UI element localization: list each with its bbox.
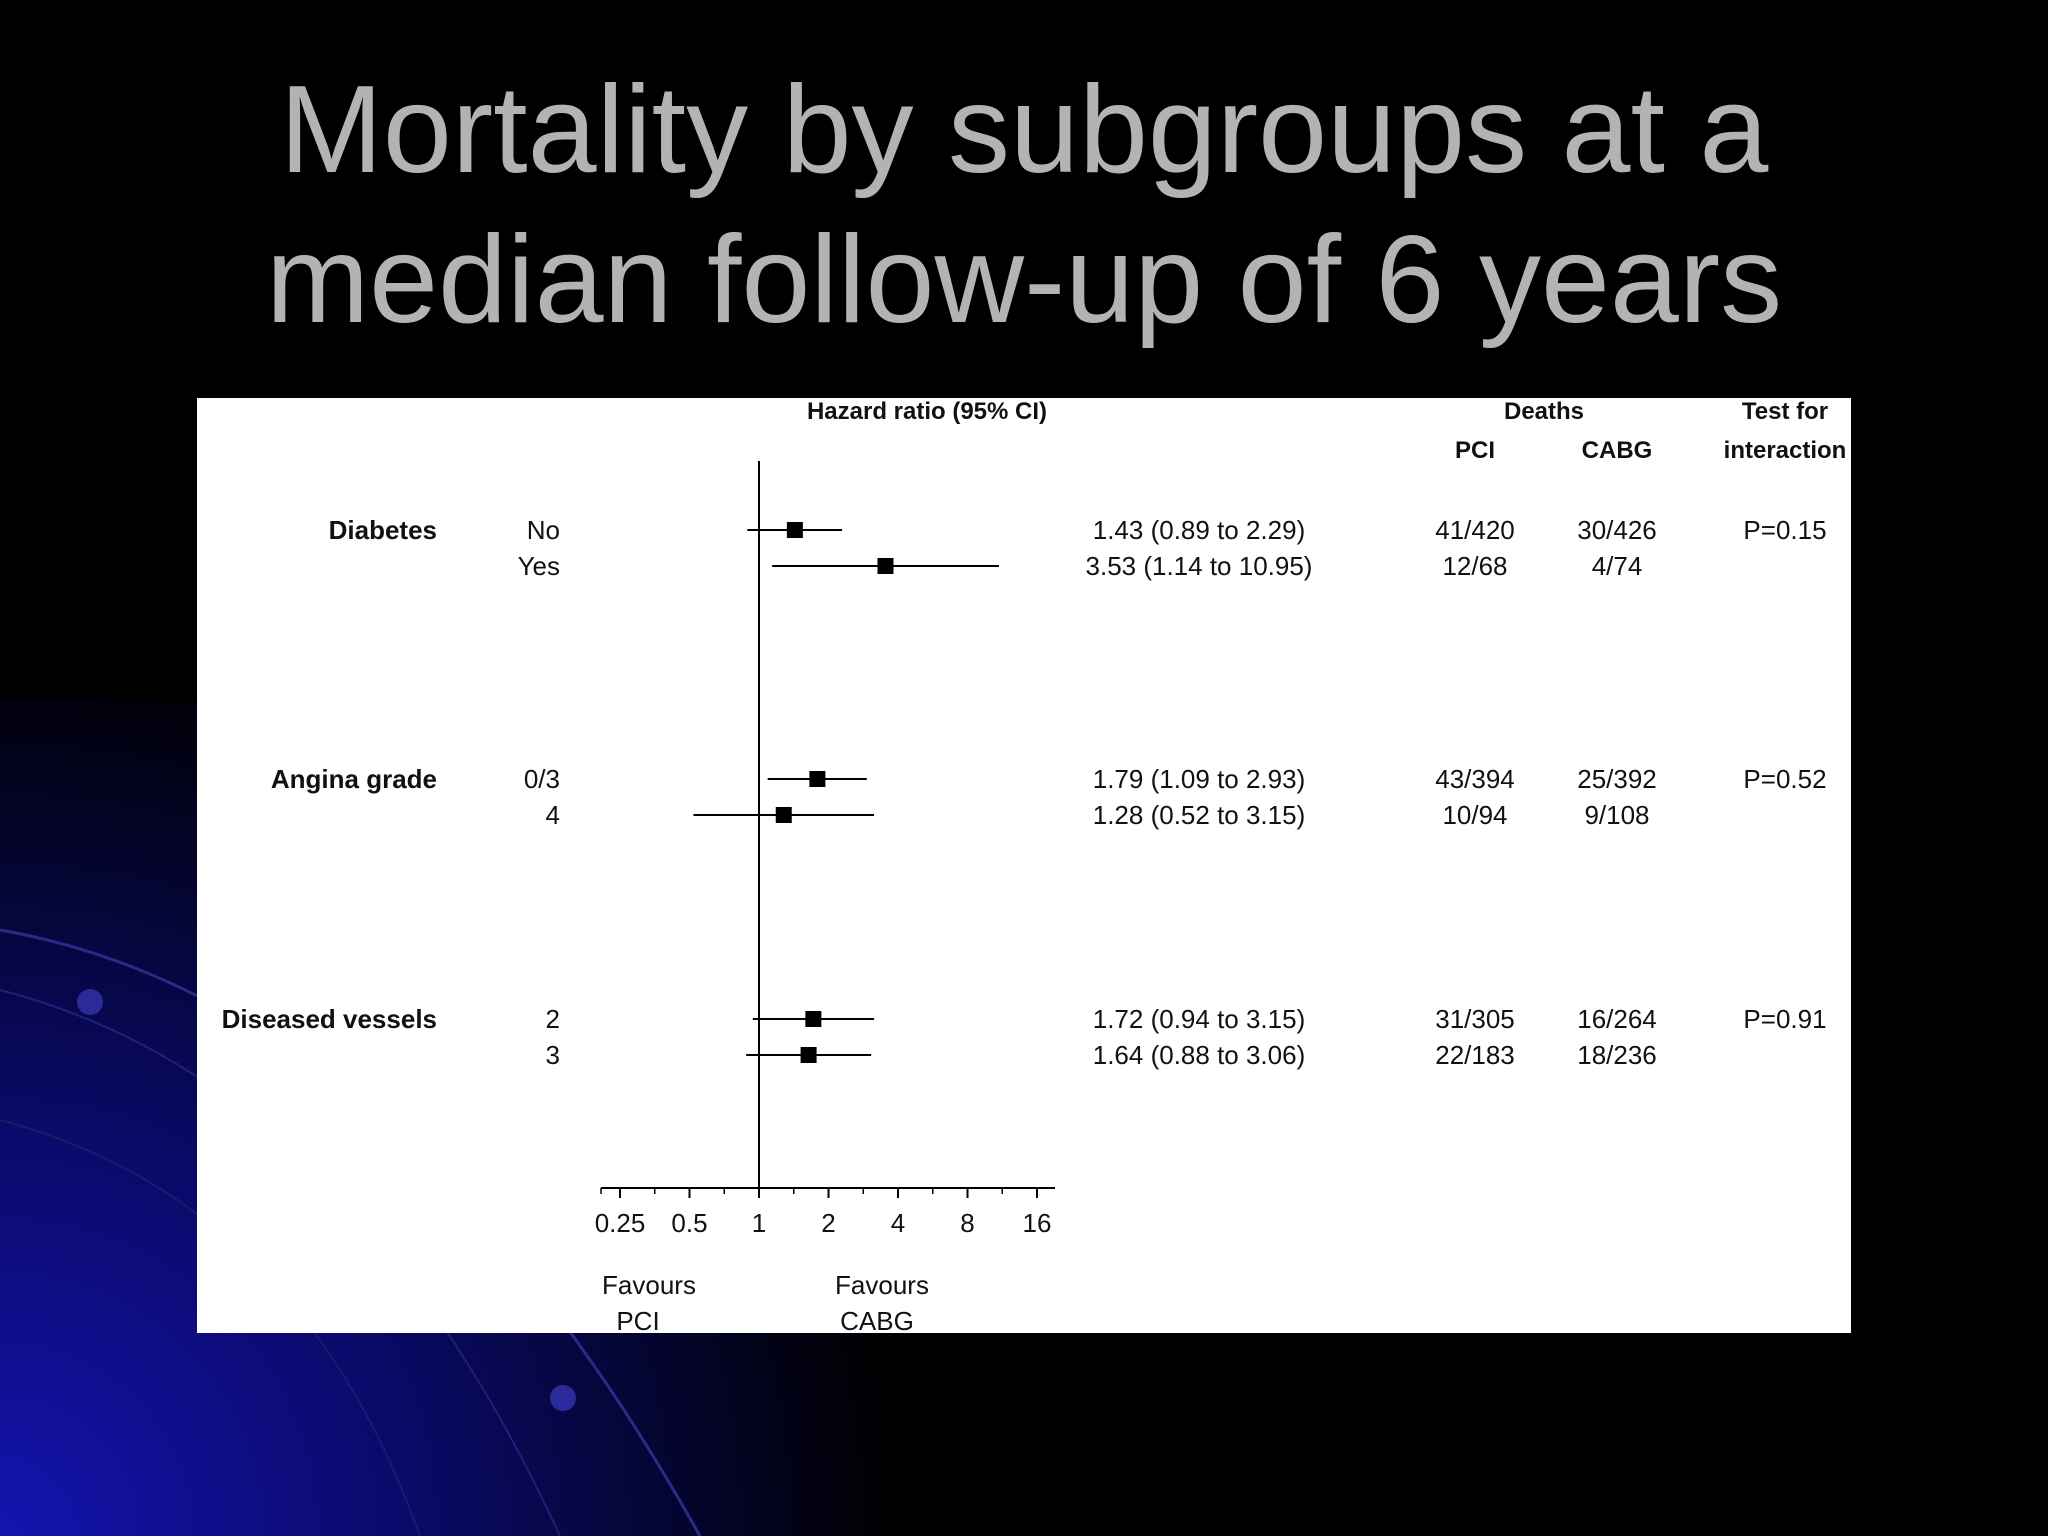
x-tick-label: 0.25 <box>595 1208 646 1238</box>
subgroup-label: Diabetes <box>329 515 437 545</box>
x-tick-label: 1 <box>752 1208 766 1238</box>
cabg-deaths: 4/74 <box>1592 551 1643 581</box>
point-estimate-marker <box>775 807 792 823</box>
slide-title: Mortality by subgroups at a median follo… <box>0 55 2048 355</box>
hr-ci-text: 1.79 (1.09 to 2.93) <box>1093 764 1305 794</box>
row-label: 0/3 <box>524 764 560 794</box>
cabg-header: CABG <box>1582 437 1653 464</box>
hr-ci-text: 1.64 (0.88 to 3.06) <box>1093 1040 1305 1070</box>
hr-ci-text: 1.28 (0.52 to 3.15) <box>1093 800 1305 830</box>
decor-dot <box>77 989 103 1015</box>
pci-deaths: 22/183 <box>1435 1040 1515 1070</box>
interaction-header: Test for <box>1742 398 1828 425</box>
hr-ci-text: 1.43 (0.89 to 2.29) <box>1093 515 1305 545</box>
pci-deaths: 12/68 <box>1442 551 1507 581</box>
x-tick-label: 2 <box>821 1208 835 1238</box>
pci-deaths: 41/420 <box>1435 515 1515 545</box>
favours-cabg-label: Favours <box>835 1270 929 1300</box>
x-tick-label: 8 <box>960 1208 974 1238</box>
interaction-header: interaction <box>1724 437 1847 464</box>
pci-deaths: 10/94 <box>1442 800 1507 830</box>
row-label: No <box>527 515 560 545</box>
favours-pci-label: Favours <box>602 1270 696 1300</box>
deaths-header: Deaths <box>1504 398 1584 425</box>
p-value-label: P=0.15 <box>1743 515 1826 545</box>
hr-header: Hazard ratio (95% CI) <box>807 398 1047 425</box>
slide-title-line-1: Mortality by subgroups at a <box>279 61 1769 199</box>
hr-ci-text: 3.53 (1.14 to 10.95) <box>1086 551 1313 581</box>
pci-header: PCI <box>1455 437 1495 464</box>
row-label: 2 <box>546 1004 560 1034</box>
point-estimate-marker <box>809 771 826 787</box>
point-estimate-marker <box>805 1011 822 1027</box>
p-value-label: P=0.91 <box>1743 1004 1826 1034</box>
decor-dot <box>550 1385 576 1411</box>
slide-title-line-2: median follow-up of 6 years <box>265 211 1783 349</box>
cabg-deaths: 30/426 <box>1577 515 1657 545</box>
cabg-deaths: 25/392 <box>1577 764 1657 794</box>
hr-ci-text: 1.72 (0.94 to 3.15) <box>1093 1004 1305 1034</box>
subgroup-label: Diseased vessels <box>222 1004 437 1034</box>
x-tick-label: 0.5 <box>671 1208 707 1238</box>
forest-plot: Hazard ratio (95% CI) Deaths PCI CABG Test f… <box>222 398 1847 1333</box>
forest-plot-panel: Hazard ratio (95% CI) Deaths PCI CABG Test f… <box>197 398 1851 1333</box>
row-label: Yes <box>518 551 560 581</box>
favours-cabg-label: CABG <box>840 1306 914 1333</box>
row-label: 4 <box>546 800 560 830</box>
point-estimate-marker <box>800 1047 817 1063</box>
cabg-deaths: 9/108 <box>1584 800 1649 830</box>
pci-deaths: 43/394 <box>1435 764 1515 794</box>
p-value-label: P=0.52 <box>1743 764 1826 794</box>
point-estimate-marker <box>877 558 894 574</box>
point-estimate-marker <box>786 522 803 538</box>
cabg-deaths: 18/236 <box>1577 1040 1657 1070</box>
subgroup-label: Angina grade <box>271 764 437 794</box>
favours-pci-label: PCI <box>616 1306 659 1333</box>
cabg-deaths: 16/264 <box>1577 1004 1657 1034</box>
x-tick-label: 4 <box>891 1208 905 1238</box>
pci-deaths: 31/305 <box>1435 1004 1515 1034</box>
x-tick-label: 16 <box>1023 1208 1052 1238</box>
row-label: 3 <box>546 1040 560 1070</box>
